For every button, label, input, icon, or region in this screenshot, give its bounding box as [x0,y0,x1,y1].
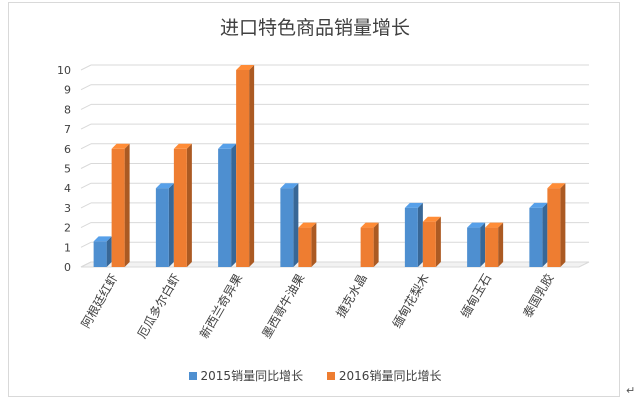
bar-side-2015 [480,222,486,267]
x-tick-label: 阿根廷红虾 [78,271,121,330]
gridline-depth [80,103,92,110]
bar-side-2015 [417,202,423,267]
bar-side-2016 [186,143,192,267]
gridline-depth [80,64,92,71]
y-tick-label: 10 [57,64,71,77]
y-tick-label: 3 [64,202,71,215]
bar-top-2016 [547,183,566,189]
chart-plot: 012345678910阿根廷红虾 厄瓜多尔白虾 新西兰奇异果 墨西哥牛油果 捷克水晶缅… [57,64,590,341]
bar-side-2016 [560,183,566,267]
bar-side-2016 [373,222,379,267]
bar-top-2015 [404,202,423,208]
legend-swatch-2015 [188,372,197,380]
bar-top-2016 [360,222,379,228]
bar-top-2016 [485,222,504,228]
gridline-depth [80,222,92,229]
gridline-depth [80,163,92,169]
bar-top-2015 [467,222,486,228]
bar-side-2016 [435,216,441,267]
gridline-depth [80,241,92,248]
y-tick-label: 4 [64,182,71,195]
bar-2015 [280,188,294,267]
bar-2015 [155,188,169,267]
bar-side-2016 [124,143,130,267]
legend-swatch-2016 [326,372,335,380]
bar-2016 [173,148,187,267]
bar-2016 [485,227,499,267]
y-tick-label: 6 [64,143,71,156]
x-tick-label: 新西兰奇异果 [196,271,245,341]
x-tick-label: 缅甸玉石 [458,272,494,321]
gridline-depth [80,182,92,189]
legend-item-2015: 2015销量同比增长 [188,367,304,384]
bar-side-2016 [249,65,255,267]
legend-label-2015: 2015销量同比增长 [200,369,304,383]
y-tick-label: 0 [64,261,71,274]
x-tick-label: 捷克水晶 [334,272,370,321]
bar-2015 [467,227,481,267]
gridline-depth [80,143,92,150]
bar-2016 [422,221,436,267]
x-tick-label: 墨西哥牛油果 [258,271,307,341]
x-tick-label: 泰国乳胶 [519,271,556,320]
bar-2015 [529,207,543,267]
paragraph-mark: ↵ [626,384,636,397]
bar-top-2016 [422,216,441,222]
y-tick-label: 5 [64,163,71,176]
bar-side-2015 [293,183,299,267]
bar-2016 [298,227,312,267]
y-tick-label: 7 [64,123,71,136]
bar-2015 [404,207,418,267]
chart-title: 进口特色商品销量增长 [219,17,410,39]
bar-2016 [360,227,374,267]
x-tick-label: 厄瓜多尔白虾 [134,271,183,341]
gridline-depth [80,123,92,130]
y-tick-label: 2 [64,222,71,235]
y-tick-label: 1 [64,241,71,254]
legend-label-2016: 2016销量同比增长 [338,369,442,383]
gridline-depth [80,202,92,209]
bar-top-2016 [298,222,317,228]
chart-area: 0 1 2 3 4 5 6 7 8 9 10 阿根廷红虾 厄瓜多尔白虾 新西兰奇异果 墨西哥牛油果 捷克水晶缅… [8,2,620,397]
y-tick-label: 8 [64,103,71,116]
bar-2015 [218,148,232,267]
y-tick-label: 9 [64,84,71,97]
bar-top-2015 [529,202,548,208]
bar-top-2015 [93,236,112,242]
x-tick-label: 缅甸花梨木 [389,271,432,330]
bar-top-2016 [173,143,192,149]
bar-side-2015 [542,202,548,267]
chart-legend: 2015销量同比增长 2016销量同比增长 [9,367,621,384]
bar-side-2016 [311,222,317,267]
gridline-depth [80,84,92,91]
legend-item-2016: 2016销量同比增长 [326,367,442,384]
bar-side-2016 [498,222,504,267]
bar-top-2015 [155,183,174,189]
bar-2016 [236,70,250,267]
bar-2015 [93,241,107,267]
bar-side-2015 [231,143,237,267]
bar-2016 [111,148,125,267]
bar-top-2015 [280,183,299,189]
bar-top-2016 [111,143,130,149]
bar-top-2016 [236,65,255,70]
bar-side-2015 [168,183,174,267]
bar-side-2015 [106,236,112,267]
bar-2016 [547,188,561,267]
bar-top-2015 [218,143,237,149]
